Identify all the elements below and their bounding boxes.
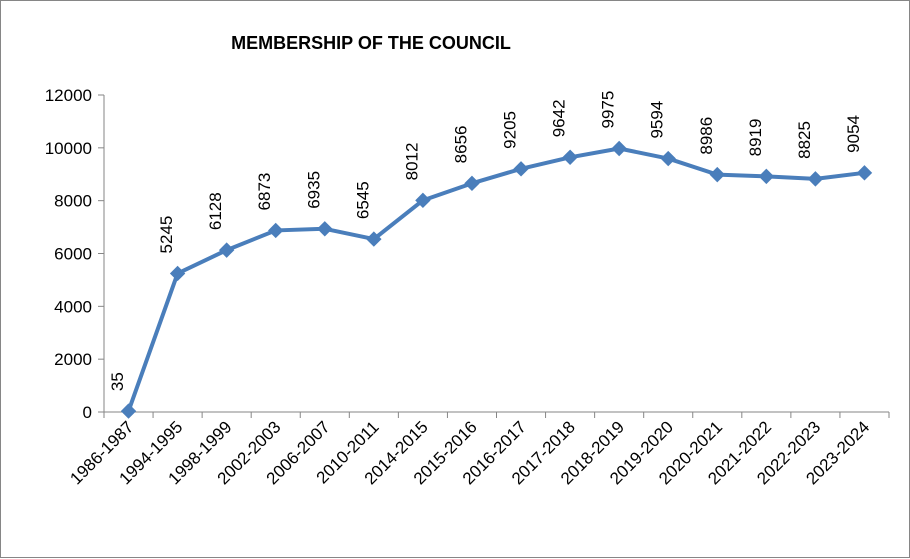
chart-title: MEMBERSHIP OF THE COUNCIL (231, 33, 511, 53)
data-label: 9205 (501, 111, 520, 149)
x-tick-layer: 1986-19871994-19951998-19992002-20032006… (66, 412, 890, 488)
y-tick-label: 0 (83, 403, 92, 422)
series-line (126, 146, 865, 412)
data-label: 6128 (206, 192, 225, 230)
data-label: 9054 (844, 115, 863, 153)
data-label: 8656 (451, 126, 470, 164)
data-point-marker (218, 242, 235, 258)
data-point-marker (709, 166, 725, 183)
data-label: 9594 (648, 101, 667, 139)
data-label: 8919 (746, 119, 765, 157)
data-label: 35 (108, 372, 127, 391)
data-label: 8012 (402, 143, 421, 181)
data-point-marker (660, 150, 676, 167)
data-point-marker (366, 231, 382, 247)
data-label: 6935 (304, 171, 323, 209)
series-line-layer (126, 146, 865, 412)
data-point-marker (562, 149, 578, 165)
data-label: 8825 (795, 121, 814, 159)
data-point-marker (807, 171, 824, 187)
data-label-layer: 35 5245 6128 6873 6935 6545 8012 8656 9205 9642 99… (108, 91, 863, 391)
data-point-marker (464, 175, 480, 192)
data-label: 9975 (599, 91, 618, 129)
data-point-marker (268, 222, 284, 239)
data-point-marker (415, 192, 431, 209)
data-label: 9642 (550, 99, 569, 137)
y-tick-label: 6000 (54, 245, 92, 264)
data-label: 6545 (353, 181, 372, 219)
y-tick-label: 10000 (45, 139, 92, 158)
data-point-marker (611, 140, 627, 157)
data-label: 8986 (697, 117, 716, 155)
data-label: 6873 (255, 173, 274, 211)
y-tick-layer: 0 2000 4000 6000 8000 10000 12000 (45, 86, 104, 422)
data-label: 5245 (157, 216, 176, 254)
y-tick-label: 2000 (54, 350, 92, 369)
data-point-marker (120, 403, 137, 419)
data-point-marker (169, 265, 186, 282)
y-tick-label: 8000 (54, 192, 92, 211)
y-tick-label: 4000 (54, 297, 92, 316)
data-point-marker (856, 165, 873, 181)
y-tick-label: 12000 (45, 86, 92, 105)
data-point-marker (317, 221, 333, 237)
data-point-marker (513, 161, 529, 177)
marker-layer (120, 140, 873, 419)
data-point-marker (758, 168, 775, 185)
